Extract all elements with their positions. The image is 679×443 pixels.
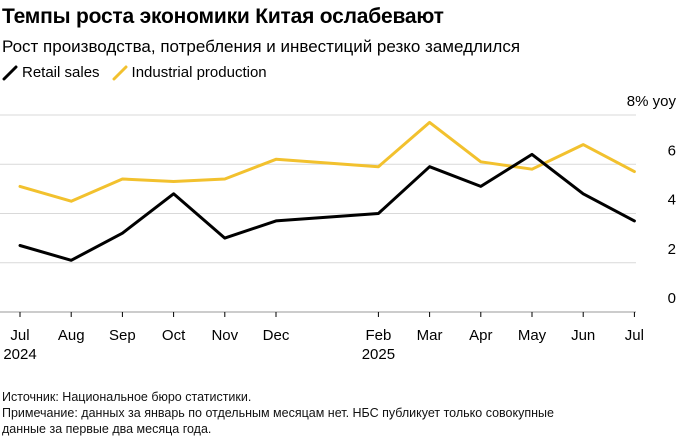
x-tick-label: May <box>518 327 547 344</box>
x-tick-label: Sep <box>109 327 136 344</box>
legend: Retail sales Industrial production <box>2 64 279 81</box>
footer: Источник: Национальное бюро статистики. … <box>2 389 554 437</box>
legend-item-industrial-production: Industrial production <box>112 64 267 81</box>
chart-title: Темпы роста экономики Китая ослабевают <box>2 5 444 28</box>
x-tick-label: Mar <box>417 327 443 344</box>
legend-item-retail-sales: Retail sales <box>2 64 100 81</box>
y-tick-label: 0 <box>668 290 676 307</box>
x-tick-label: Jun <box>571 327 595 344</box>
x-tick-label: Aug <box>58 327 85 344</box>
x-tick-label: Dec <box>263 327 290 344</box>
footnote-line-1: Примечание: данных за январь по отдельны… <box>2 406 554 420</box>
legend-label-industrial-production: Industrial production <box>131 64 267 81</box>
footnote-line-2: данные за первые два месяца года. <box>2 422 212 436</box>
legend-swatch-industrial-production <box>112 65 128 81</box>
x-tick-label: Feb <box>365 327 391 344</box>
x-year-label: 2024 <box>3 346 36 363</box>
y-tick-label: 2 <box>668 241 676 258</box>
legend-label-retail-sales: Retail sales <box>22 64 100 81</box>
x-tick-label: Jul <box>10 327 29 344</box>
y-tick-label: 4 <box>668 192 676 209</box>
series-line-retail-sales <box>18 152 636 262</box>
y-tick-label: 6 <box>668 142 676 159</box>
x-tick-label: Oct <box>162 327 186 344</box>
y-tick-label: 8% yoy <box>627 93 677 110</box>
x-tick-label: Apr <box>469 327 492 344</box>
source-note: Источник: Национальное бюро статистики. <box>2 390 252 404</box>
chart-subtitle: Рост производства, потребления и инвести… <box>2 37 521 56</box>
x-tick-label: Nov <box>211 327 238 344</box>
legend-swatch-retail-sales <box>2 65 18 81</box>
x-year-label: 2025 <box>362 346 395 363</box>
x-tick-label: Jul <box>625 327 644 344</box>
series-line-industrial-production <box>18 120 636 203</box>
